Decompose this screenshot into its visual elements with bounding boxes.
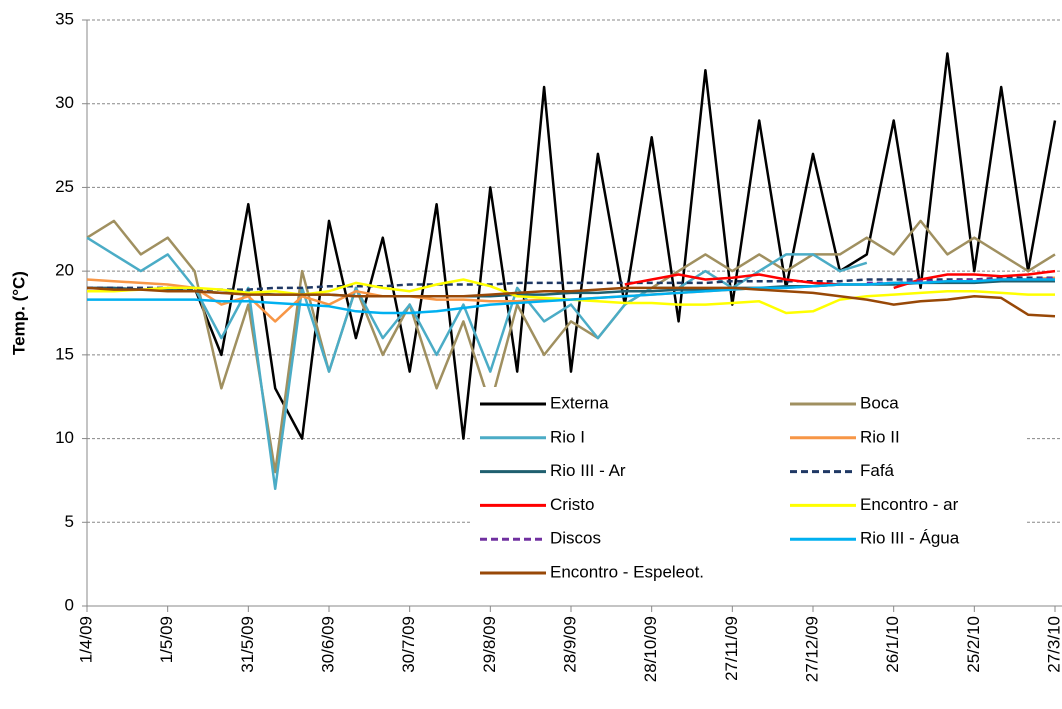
series-line	[624, 269, 1056, 290]
legend-label: Rio III - Ar	[550, 461, 626, 480]
y-tick-label: 20	[55, 261, 74, 280]
x-tick-label: 29/8/09	[480, 616, 499, 673]
x-tick-label: 28/9/09	[560, 616, 579, 673]
legend-label: Encontro - Espeleot.	[550, 562, 704, 581]
legend-label: Fafá	[860, 461, 895, 480]
x-tick-label: 27/12/09	[802, 616, 821, 682]
legend-label: Encontro - ar	[860, 495, 959, 514]
legend-box	[472, 387, 1027, 589]
legend-label: Rio II	[860, 427, 900, 446]
x-tick-label: 27/3/10	[1044, 616, 1062, 673]
x-tick-label: 27/11/09	[722, 616, 741, 681]
series-line	[87, 276, 1055, 291]
series-line	[193, 52, 1057, 440]
legend-label: Rio III - Água	[860, 529, 960, 548]
y-axis-label: Temp. (°C)	[9, 271, 28, 355]
x-tick-label: 25/2/10	[964, 616, 983, 673]
series-line	[87, 278, 1055, 315]
x-tick-label: 26/1/10	[883, 616, 902, 673]
y-tick-label: 15	[55, 344, 74, 363]
x-tick-label: 1/5/09	[157, 616, 176, 663]
series-line	[86, 219, 1056, 474]
y-tick-label: 30	[55, 93, 74, 112]
x-tick-label: 31/5/09	[238, 616, 257, 673]
y-tick-label: 0	[65, 595, 74, 614]
legend-label: Cristo	[550, 495, 594, 514]
x-tick-label: 1/4/09	[76, 616, 95, 663]
legend-label: Rio I	[550, 427, 585, 446]
y-tick-label: 10	[55, 428, 74, 447]
legend-label: Boca	[860, 393, 899, 412]
legend-label: Discos	[550, 529, 601, 548]
y-tick-label: 25	[55, 177, 74, 196]
legend: Externa Boca Rio I Rio II Rio III - Ar Fafá Cr…	[472, 387, 1027, 589]
series-line	[86, 286, 1056, 318]
x-tick-label: 30/7/09	[399, 616, 418, 673]
x-tick-label: 28/10/09	[641, 616, 660, 682]
y-tick-label: 5	[65, 512, 74, 531]
x-tick-label: 30/6/09	[318, 616, 337, 673]
series-line	[86, 236, 868, 491]
y-tick-label: 35	[55, 9, 74, 28]
legend-label: Externa	[550, 393, 609, 412]
